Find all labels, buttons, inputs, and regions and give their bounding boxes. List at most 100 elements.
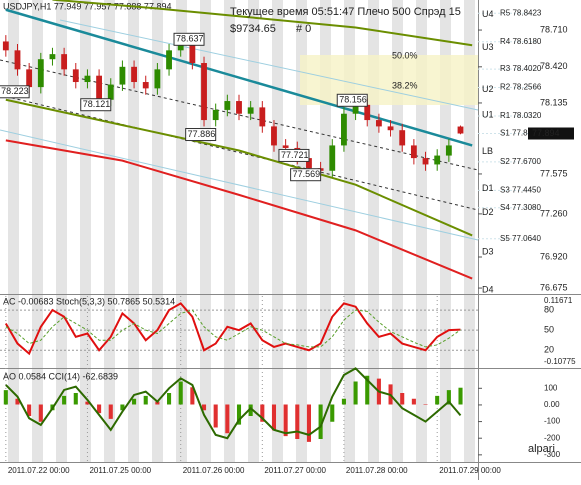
candle-body — [131, 66, 137, 83]
candle-body — [399, 130, 406, 146]
ao-bar — [62, 395, 67, 405]
candle-body — [2, 41, 9, 51]
ao-bar — [38, 404, 43, 422]
cci-line — [5, 367, 462, 440]
pivot-label: R2 78.2566 — [500, 83, 542, 92]
y-tick-label: 78.420 — [540, 61, 568, 71]
ao-bar — [97, 404, 102, 414]
stripe — [464, 0, 475, 462]
y2-tick-label: 0.11671 — [544, 296, 573, 305]
x-tick-label: 2011.07.27 00:00 — [264, 466, 326, 475]
ao-bar — [201, 404, 207, 411]
ao-bar — [225, 404, 230, 434]
session-stripes — [8, 0, 475, 462]
price-label: 78.223 — [1, 86, 29, 96]
candle-body — [422, 158, 429, 165]
y-tick-label: -200 — [544, 433, 561, 442]
candle-body — [201, 63, 207, 121]
ao-bar — [353, 381, 358, 405]
pivot-label: R5 78.8423 — [500, 8, 542, 17]
price-label: 78.156 — [339, 95, 367, 105]
price-label: 77.569 — [293, 169, 321, 179]
stripe — [56, 0, 67, 462]
band-label: U1 — [482, 109, 494, 119]
candle-body — [177, 41, 184, 51]
y-tick-label: 20 — [544, 345, 554, 355]
pivot-label: S2 77.6700 — [500, 157, 541, 166]
ao-bar — [3, 390, 8, 405]
ao-bar — [341, 398, 346, 405]
candle-body — [142, 82, 149, 89]
price-label: 78.637 — [176, 34, 204, 44]
annotation: # 0 — [296, 23, 311, 35]
candle-body — [457, 126, 464, 134]
band-label: D1 — [482, 183, 494, 193]
stripe — [248, 0, 259, 462]
band-label: D3 — [482, 246, 494, 256]
fib-label: 38.2% — [392, 80, 418, 90]
stripe — [344, 0, 355, 462]
channel-line — [0, 129, 479, 241]
band-label: U3 — [482, 42, 494, 52]
x-tick-label: 2011.07.29 00:00 — [439, 466, 501, 475]
y-tick-label: 78.135 — [540, 97, 568, 107]
pivot-label: S4 77.3080 — [500, 203, 541, 212]
candle-body — [387, 126, 394, 131]
price-label-box — [336, 93, 368, 107]
candle-body — [26, 69, 33, 88]
ao-bar — [446, 390, 451, 405]
candle-body — [236, 101, 242, 114]
y-tick-label: 76.675 — [540, 282, 568, 292]
price-label: 77.886 — [188, 129, 216, 139]
indicator-line — [5, 139, 473, 280]
chart-title: USDJPY,H1 77.949 77.957 77.888 77.894 — [3, 1, 171, 11]
channel-line — [59, 19, 479, 111]
ao-bar — [260, 404, 265, 422]
logo: alpari — [528, 443, 555, 455]
ao-bar — [411, 398, 416, 405]
candle-body — [37, 59, 44, 88]
stripe — [416, 0, 427, 462]
band-label: LB — [482, 146, 493, 156]
ao-bar — [108, 404, 113, 419]
pivot-label: R4 78.6180 — [500, 37, 542, 46]
ao-bar — [236, 404, 242, 425]
stripe — [104, 0, 115, 462]
candle-body — [224, 101, 231, 110]
annotation: Текущее время 05:51:47 Плечо 500 Спрэд 1… — [230, 6, 461, 18]
ao-bar — [248, 404, 253, 416]
current-price: 77.894 — [532, 128, 560, 138]
stripe — [320, 0, 331, 462]
y-tick-label: 0.00 — [544, 400, 560, 409]
ao-bar — [120, 404, 125, 411]
candle-body — [14, 50, 21, 70]
ao-bar — [85, 401, 90, 405]
ao-bar — [458, 387, 463, 405]
price-label-box — [278, 148, 310, 162]
indicator-line — [5, 8, 473, 147]
ao-bar — [27, 404, 32, 416]
indicator-line — [52, 0, 473, 47]
ao-bar — [306, 404, 311, 442]
stoch-line — [4, 302, 461, 356]
y-tick-label: 78.710 — [540, 24, 568, 34]
band-label: D4 — [482, 284, 494, 294]
ao-bar — [318, 404, 323, 439]
candle-body — [96, 75, 103, 100]
ao-bar — [400, 393, 405, 405]
x-tick-label: 2011.07.25 00:00 — [89, 466, 151, 475]
stripe — [152, 0, 163, 462]
fib-zone — [300, 55, 478, 105]
ao-bar — [73, 393, 78, 405]
y-tick-label: -100 — [544, 417, 561, 426]
candle-body — [84, 75, 91, 83]
band-label: U2 — [482, 84, 494, 94]
stripe — [224, 0, 235, 462]
stripe — [8, 0, 19, 462]
ao-bar — [283, 404, 288, 437]
price-label-box — [173, 32, 205, 46]
candle-body — [72, 69, 79, 83]
ao-bar — [15, 398, 20, 405]
candle-body — [434, 155, 441, 165]
